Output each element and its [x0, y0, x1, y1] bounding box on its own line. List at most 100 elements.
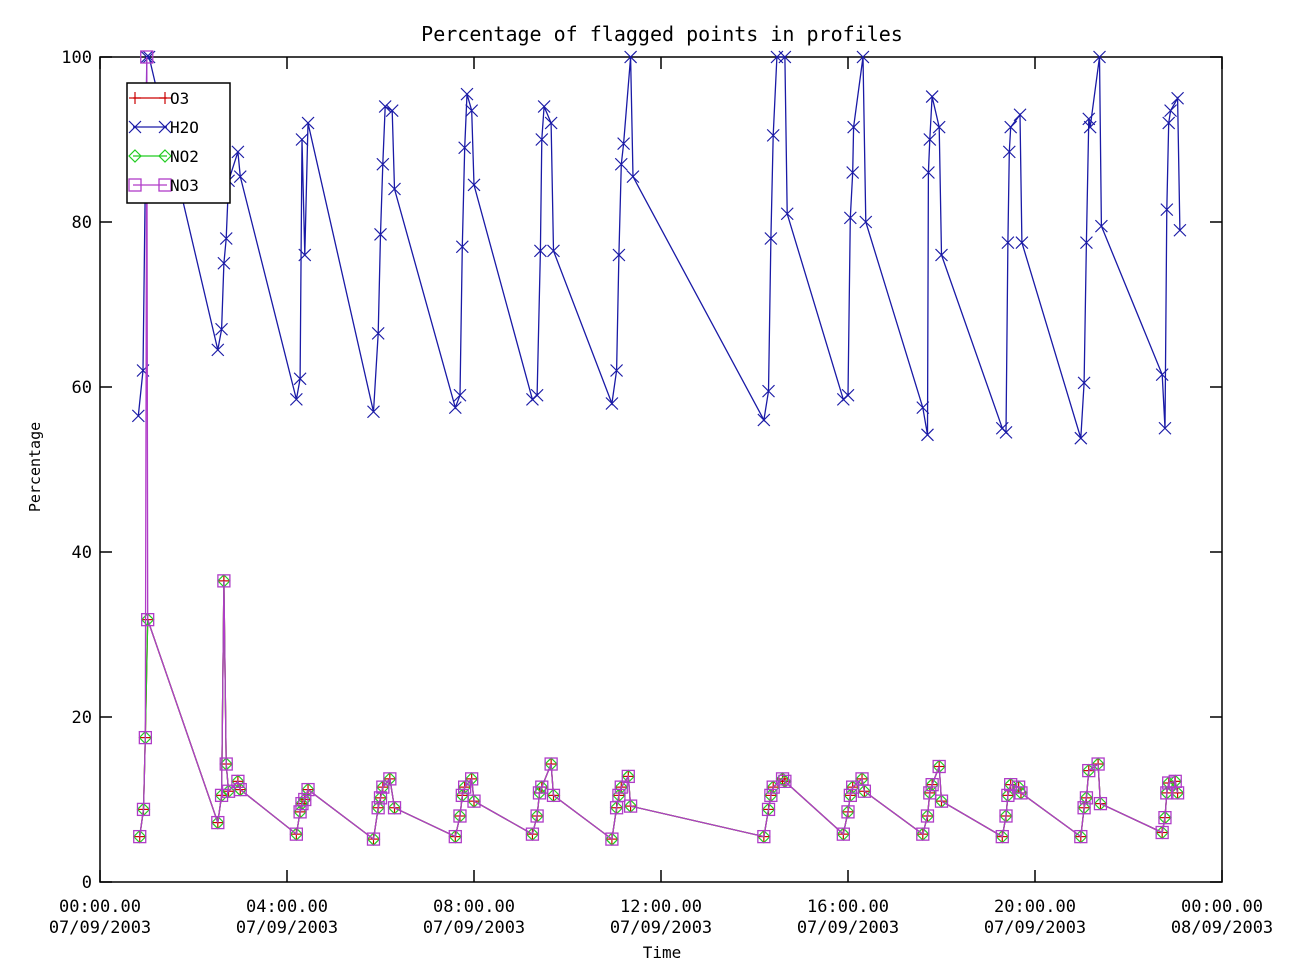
data-point-no3: [141, 613, 155, 627]
data-point-no3: [761, 802, 776, 817]
data-point-h2o: [455, 240, 469, 254]
data-point-no3: [1091, 757, 1105, 771]
legend-label-no3: NO3: [170, 176, 199, 195]
data-point-h2o: [612, 248, 626, 262]
data-point-h2o: [1001, 236, 1015, 250]
data-point-h2o: [231, 145, 245, 159]
x-tick-label-date: 07/09/2003: [49, 918, 151, 938]
data-point-h2o: [1171, 91, 1185, 105]
data-point-h2o: [211, 343, 225, 357]
legend-marker-o3: [129, 92, 141, 104]
data-point-h2o: [1093, 50, 1106, 64]
y-tick-label: 100: [61, 48, 92, 68]
data-point-no3: [999, 809, 1013, 823]
legend: O3 H2O NO2 NO3: [126, 82, 231, 204]
data-point-no3: [836, 827, 850, 841]
data-point-h2o: [925, 90, 939, 104]
data-point-no3: [231, 774, 245, 788]
data-point-h2o: [465, 104, 479, 118]
y-tick-label: 40: [72, 543, 92, 563]
data-point-no3: [1158, 811, 1172, 825]
data-point-no3: [387, 801, 402, 815]
data-point-h2o: [1077, 376, 1091, 390]
data-point-h2o: [378, 100, 392, 113]
legend-marker-h2o: [158, 120, 172, 134]
data-point-no3: [1079, 791, 1094, 805]
data-point-h2o: [295, 133, 309, 146]
data-point-h2o: [764, 232, 778, 245]
data-point-no3: [916, 827, 930, 841]
data-point-h2o: [453, 388, 467, 402]
data-point-h2o: [458, 141, 472, 155]
data-point-h2o: [1164, 104, 1177, 118]
data-point-no3: [214, 788, 229, 803]
data-point-h2o: [1082, 112, 1096, 126]
data-point-no3: [923, 786, 937, 800]
plot-frame: [99, 56, 1223, 883]
data-point-no3: [778, 774, 792, 788]
data-point-h2o: [923, 133, 937, 146]
data-point-h2o: [846, 166, 860, 179]
data-point-h2o: [544, 116, 558, 130]
data-point-no3: [857, 784, 872, 798]
data-point-no3: [1004, 778, 1018, 792]
legend-label-o3: O3: [170, 89, 189, 108]
data-point-no3: [366, 832, 381, 846]
data-point-no3: [1077, 801, 1091, 815]
data-point-no3: [757, 829, 771, 844]
data-point-no3: [465, 772, 479, 786]
x-tick-label-time: 16:00.00: [807, 897, 889, 917]
data-point-h2o: [610, 364, 624, 377]
series-line-no3: [139, 56, 1179, 841]
data-point-h2o: [298, 248, 312, 262]
data-point-h2o: [289, 392, 303, 406]
data-point-no3: [544, 757, 558, 771]
data-point-h2o: [778, 50, 792, 64]
data-point-no3: [140, 50, 154, 64]
data-point-no3: [1001, 788, 1015, 803]
data-point-h2o: [448, 401, 462, 415]
y-tick-label: 80: [72, 213, 92, 233]
legend-item-no2: NO2: [128, 147, 199, 166]
data-point-h2o: [1002, 145, 1016, 159]
data-point-h2o: [766, 128, 780, 142]
data-point-no3: [925, 778, 939, 792]
data-point-no3: [920, 809, 935, 823]
data-point-no3: [1014, 786, 1028, 800]
data-point-h2o: [293, 372, 307, 386]
data-point-h2o: [780, 207, 794, 221]
data-point-h2o: [921, 428, 934, 442]
data-point-h2o: [385, 104, 399, 118]
data-point-h2o: [1162, 116, 1176, 130]
data-point-no3: [530, 809, 544, 823]
data-point-h2o: [999, 425, 1013, 439]
data-point-h2o: [131, 409, 145, 423]
data-point-h2o: [233, 170, 247, 184]
data-point-h2o: [847, 120, 861, 134]
data-point-no3: [843, 788, 857, 803]
legend-item-o3: O3: [129, 89, 189, 108]
data-point-no3: [133, 829, 147, 844]
legend-item-no3: NO3: [128, 176, 199, 195]
y-tick-label: 0: [82, 873, 92, 893]
data-point-h2o: [916, 401, 930, 415]
data-point-h2o: [1074, 431, 1088, 445]
data-point-no3: [841, 805, 855, 819]
data-point-h2o: [859, 215, 873, 229]
legend-marker-no2: [128, 149, 142, 163]
legend-box: [126, 82, 231, 204]
data-point-no3: [371, 801, 385, 815]
data-point-h2o: [935, 248, 948, 262]
x-tick-label-date: 07/09/2003: [797, 918, 899, 938]
data-point-h2o: [605, 397, 619, 410]
data-point-h2o: [843, 211, 857, 225]
legend-marker-no3: [158, 178, 172, 192]
data-point-h2o: [376, 157, 390, 171]
data-point-h2o: [757, 413, 771, 427]
x-tick-label-date: 07/09/2003: [610, 918, 712, 938]
data-point-no3: [453, 809, 467, 823]
data-point-no3: [605, 832, 619, 846]
series-line-h2o: [137, 56, 1181, 439]
data-point-h2o: [626, 170, 640, 184]
